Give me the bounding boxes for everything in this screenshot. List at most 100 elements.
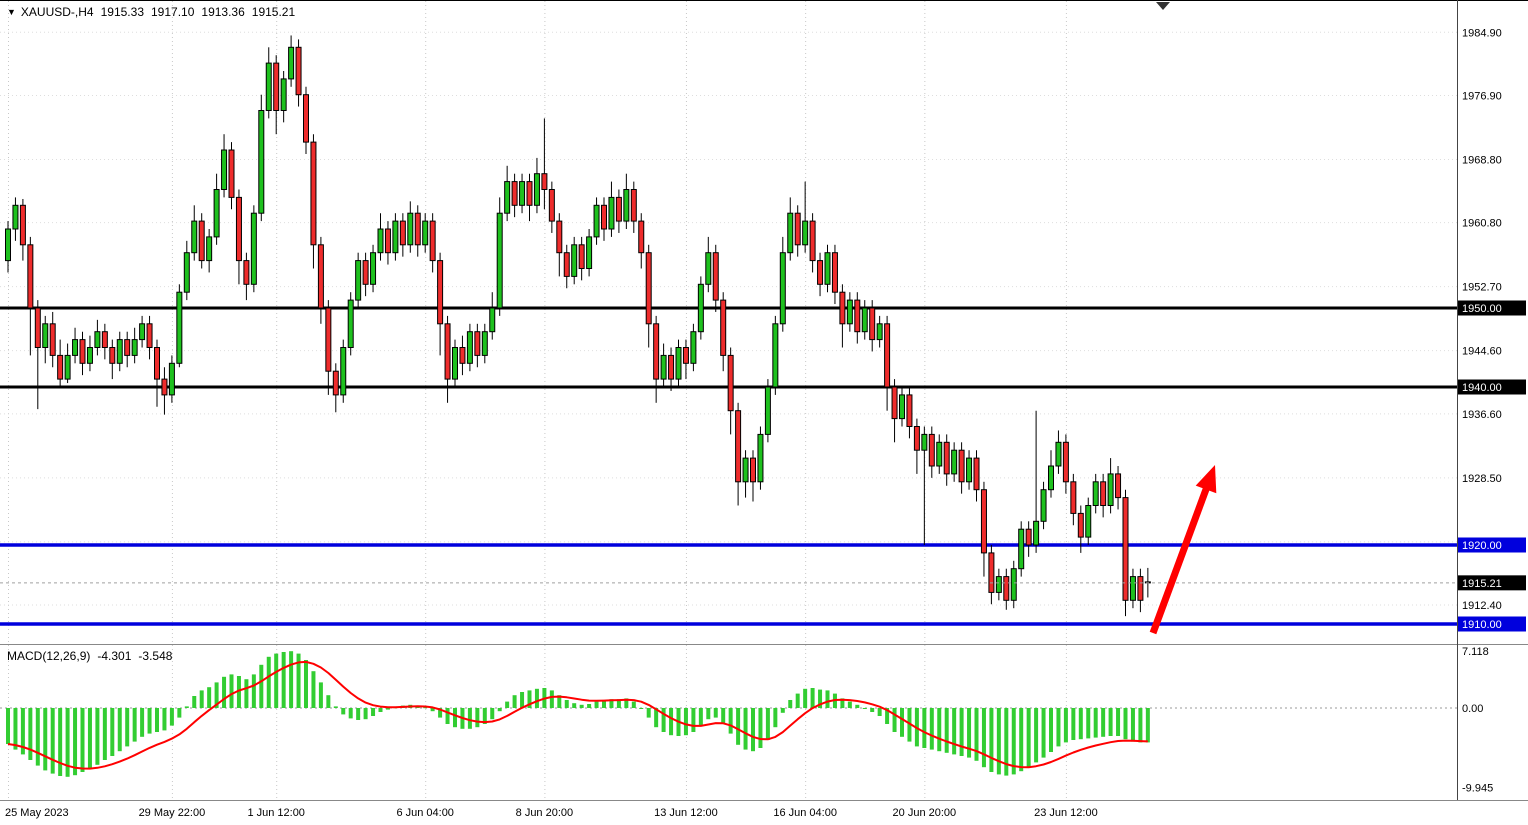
time-tick-label: 6 Jun 04:00 <box>396 807 454 819</box>
candle-down <box>1137 576 1144 601</box>
ohlc-open-value: 1915.33 <box>100 5 144 19</box>
candle-up <box>802 220 809 246</box>
candle-up <box>370 252 377 285</box>
candle-down <box>384 228 391 254</box>
price-tick-label: 1952.70 <box>1462 282 1502 294</box>
candle-down <box>474 331 481 356</box>
candle-up <box>1129 576 1136 601</box>
one-click-trading-icon[interactable]: ▼ <box>7 7 16 17</box>
candle-up <box>608 196 615 230</box>
candle-down <box>854 299 861 333</box>
candle-down <box>653 323 660 380</box>
candle-down <box>325 307 332 372</box>
candle-up <box>221 149 228 190</box>
candle-up <box>5 228 11 262</box>
svg-text:1915.21: 1915.21 <box>1462 578 1502 590</box>
candle-up <box>265 62 272 111</box>
candle-up <box>340 347 347 396</box>
candle-up <box>213 189 220 238</box>
macd-indicator-label: MACD(12,26,9) -4.301 -3.548 <box>7 649 172 663</box>
candle-down <box>615 196 622 222</box>
candle-up <box>936 441 943 467</box>
price-badge-1950.00: 1950.00 <box>1458 300 1526 316</box>
candle-up <box>86 347 93 364</box>
candle-down <box>459 347 466 364</box>
candle-up <box>64 354 71 380</box>
svg-text:1910.00: 1910.00 <box>1462 619 1502 631</box>
candle-down <box>1122 497 1129 601</box>
candle-down <box>34 307 41 348</box>
candle-up <box>407 212 414 246</box>
candle-down <box>668 354 675 380</box>
macd-tick-label: -9.945 <box>1462 783 1493 795</box>
candle-down <box>1070 481 1077 514</box>
candle-down <box>928 433 935 467</box>
candle-down <box>1100 481 1107 506</box>
time-tick-label: 25 May 2023 <box>5 807 69 819</box>
price-tick-label: 1928.50 <box>1462 473 1502 485</box>
candle-up <box>250 212 257 285</box>
candle-up <box>347 299 354 349</box>
candle-down <box>712 252 719 301</box>
candle-up <box>139 323 146 341</box>
candles-layer <box>5 35 1151 617</box>
time-tick-label: 20 Jun 20:00 <box>893 807 957 819</box>
candle-up <box>496 212 503 309</box>
candle-down <box>526 181 533 206</box>
candle-up <box>921 433 928 451</box>
candle-up <box>1085 505 1092 538</box>
ohlc-low-value: 1913.36 <box>201 5 245 19</box>
candle-down <box>146 323 153 348</box>
candle-down <box>988 552 995 593</box>
candle-up <box>422 220 429 246</box>
candle-up <box>131 339 138 356</box>
candle-down <box>563 252 570 277</box>
symbol-timeframe-label: XAUUSD-,H4 <box>20 5 94 19</box>
candle-down <box>243 260 250 285</box>
candle-up <box>742 457 749 483</box>
candle-up <box>787 212 794 254</box>
price-axis: 1984.90 1976.90 1968.80 1960.80 1952.70 1944.… <box>1458 27 1526 632</box>
candle-up <box>392 220 399 254</box>
candle-down <box>49 323 56 356</box>
candle-up <box>690 331 697 364</box>
candle-down <box>437 260 444 325</box>
candle-down <box>943 441 950 475</box>
candle-up <box>42 323 49 348</box>
candle-down <box>645 252 652 325</box>
macd-signal-line <box>7 660 1148 770</box>
candle-down <box>839 291 846 325</box>
svg-text:1940.00: 1940.00 <box>1462 382 1502 394</box>
candle-down <box>1115 473 1122 499</box>
candle-down <box>124 339 131 356</box>
candle-up <box>764 386 771 435</box>
candle-up <box>258 110 265 214</box>
candle-down <box>317 244 324 309</box>
candle-down <box>1062 441 1069 483</box>
candle-down <box>429 220 436 262</box>
candle-down <box>27 244 34 309</box>
candle-up <box>489 307 496 333</box>
candle-up <box>481 331 488 356</box>
candle-down <box>869 307 876 341</box>
candle-down <box>1003 576 1010 601</box>
time-tick-label: 1 Jun 12:00 <box>247 807 305 819</box>
time-tick-label: 8 Jun 20:00 <box>516 807 574 819</box>
candle-down <box>794 212 801 246</box>
candle-down <box>958 449 965 483</box>
candle-down <box>831 252 838 293</box>
candle-up <box>861 307 868 333</box>
candle-down <box>154 347 160 380</box>
trend-arrow[interactable] <box>1149 465 1217 635</box>
candle-up <box>571 244 578 277</box>
macd-tick-label: 0.00 <box>1462 703 1483 715</box>
current-price-badge: 1915.21 <box>1458 575 1526 591</box>
time-tick-label: 29 May 22:00 <box>139 807 206 819</box>
time-tick-label: 23 Jun 12:00 <box>1034 807 1098 819</box>
macd-histogram <box>6 651 1150 777</box>
candle-up <box>377 228 384 254</box>
candle-down <box>1025 528 1032 546</box>
candle-up <box>1040 489 1047 522</box>
